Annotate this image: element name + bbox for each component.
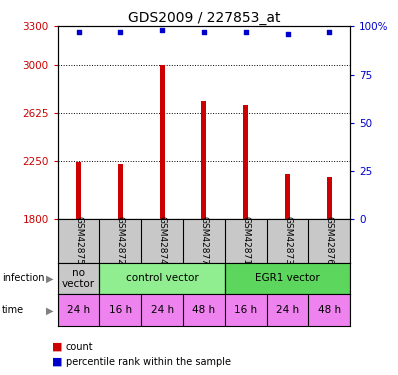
Text: 24 h: 24 h <box>276 305 299 315</box>
Text: GSM42874: GSM42874 <box>158 216 167 266</box>
Point <box>117 29 124 35</box>
Text: 16 h: 16 h <box>109 305 132 315</box>
Bar <box>76 162 81 219</box>
Text: percentile rank within the sample: percentile rank within the sample <box>66 357 231 367</box>
Bar <box>243 105 248 219</box>
Text: ■: ■ <box>52 357 62 367</box>
Point <box>201 29 207 35</box>
Text: count: count <box>66 342 93 352</box>
Text: GSM42873: GSM42873 <box>283 216 292 266</box>
Bar <box>285 174 290 219</box>
Point <box>326 29 333 35</box>
Text: 24 h: 24 h <box>67 305 90 315</box>
Text: 48 h: 48 h <box>318 305 341 315</box>
Text: ▶: ▶ <box>46 305 54 315</box>
Bar <box>160 65 165 219</box>
Point <box>285 31 291 37</box>
Text: 16 h: 16 h <box>234 305 258 315</box>
Text: EGR1 vector: EGR1 vector <box>255 273 320 284</box>
Text: GSM42871: GSM42871 <box>241 216 250 266</box>
Text: 48 h: 48 h <box>192 305 216 315</box>
Bar <box>201 101 207 219</box>
Text: GSM42877: GSM42877 <box>199 216 209 266</box>
Point <box>76 29 82 35</box>
Bar <box>118 164 123 219</box>
Bar <box>327 177 332 219</box>
Text: infection: infection <box>2 273 45 284</box>
Text: GSM42872: GSM42872 <box>116 216 125 266</box>
Point <box>159 27 166 33</box>
Text: time: time <box>2 305 24 315</box>
Text: 24 h: 24 h <box>150 305 174 315</box>
Text: ▶: ▶ <box>46 273 54 284</box>
Text: control vector: control vector <box>126 273 199 284</box>
Text: no
vector: no vector <box>62 268 95 289</box>
Text: GSM42875: GSM42875 <box>74 216 83 266</box>
Text: ■: ■ <box>52 342 62 352</box>
Text: GSM42876: GSM42876 <box>325 216 334 266</box>
Point <box>243 29 249 35</box>
Title: GDS2009 / 227853_at: GDS2009 / 227853_at <box>128 11 280 25</box>
